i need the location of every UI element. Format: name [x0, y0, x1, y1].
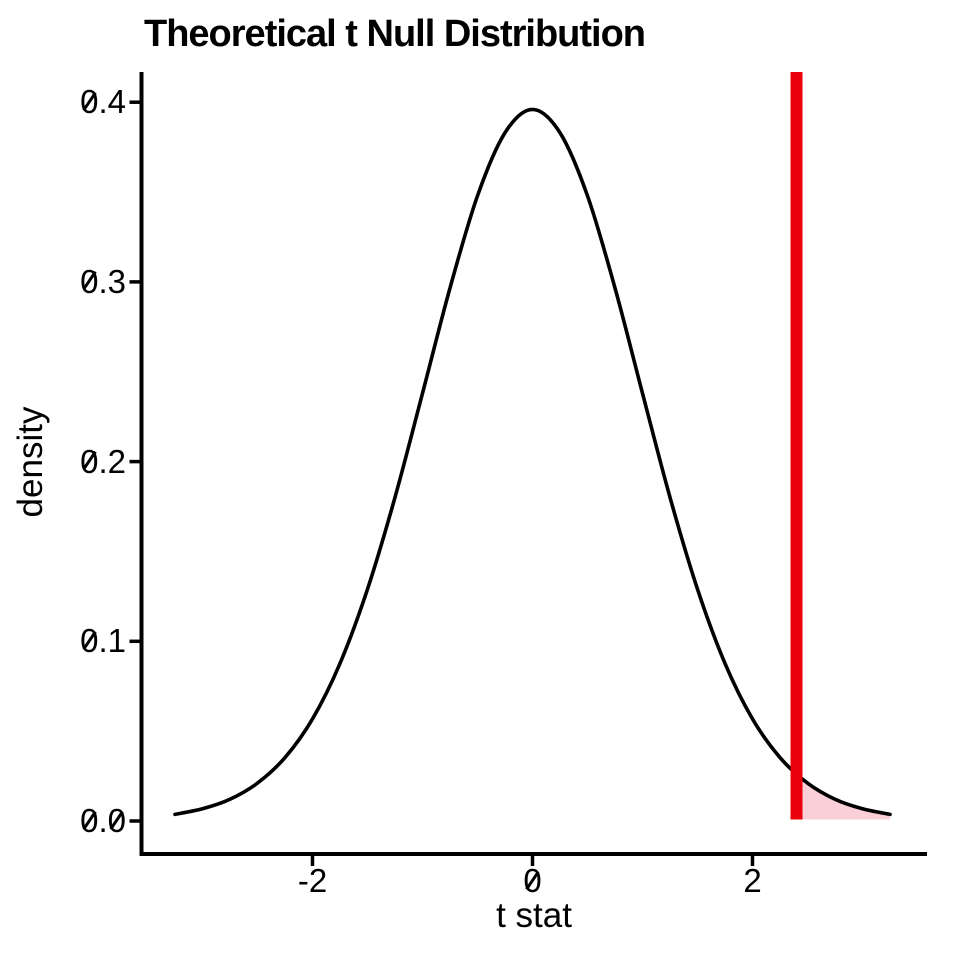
- slashed-zero-digit: 0: [80, 83, 99, 121]
- chart-title: Theoretical t Null Distribution: [144, 13, 646, 55]
- density-curve: [173, 107, 892, 817]
- x-tick-label: -2: [297, 862, 328, 899]
- slashed-zero-digit: 0: [80, 262, 99, 300]
- y-tick-label: 0.2: [80, 442, 126, 480]
- x-tick-label: 2: [743, 862, 762, 899]
- slashed-zero-digit: 0: [80, 442, 99, 480]
- y-axis-label: density: [11, 406, 50, 518]
- slashed-zero-digit: 0: [523, 862, 542, 899]
- slashed-zero-digit: 0: [107, 801, 126, 839]
- y-tick-label: 0.4: [80, 83, 126, 121]
- x-tick-label: 0: [523, 864, 541, 897]
- y-tick-label: 0.0: [80, 801, 126, 839]
- observed-t-vline: [790, 72, 803, 820]
- slashed-zero-digit: 0: [80, 801, 99, 839]
- slashed-zero-digit: 0: [80, 622, 99, 660]
- x-axis-label: t stat: [496, 896, 572, 935]
- tail-probability-shading: [796, 772, 890, 820]
- y-tick-label: 0.1: [80, 622, 126, 660]
- y-tick-label: 0.3: [80, 262, 126, 300]
